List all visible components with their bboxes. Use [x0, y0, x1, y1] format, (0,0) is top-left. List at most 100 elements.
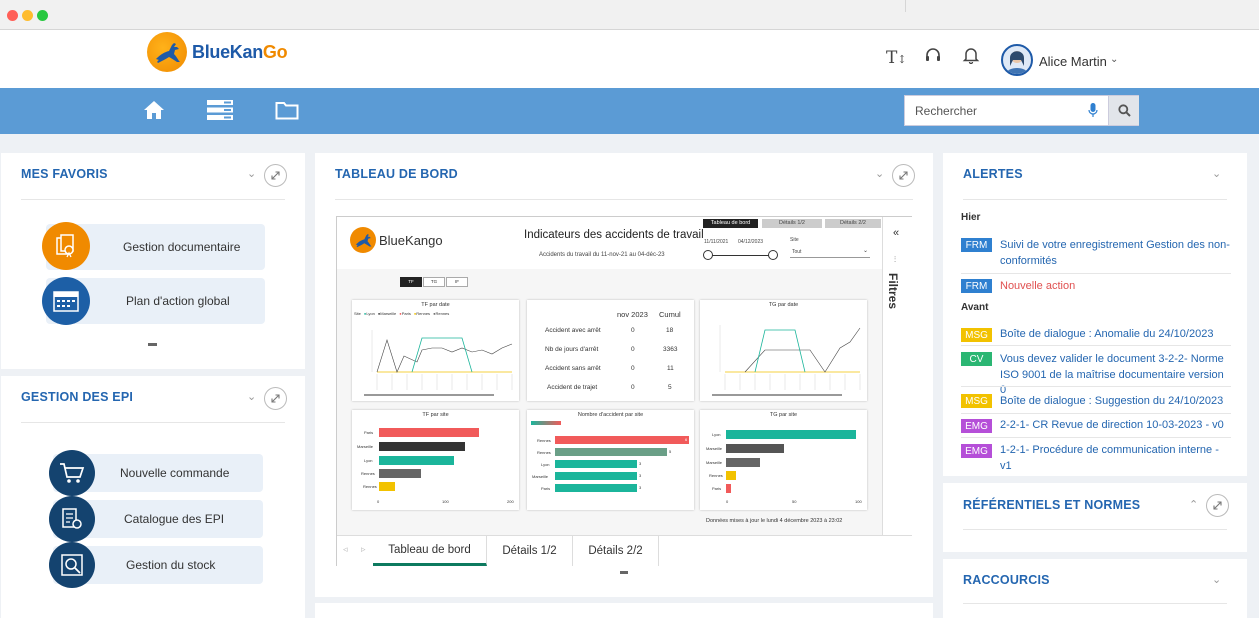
chevron-down-icon[interactable]: ⌄ [1110, 54, 1119, 65]
resize-handle[interactable] [148, 343, 157, 346]
mic-icon[interactable] [1088, 103, 1098, 123]
avatar[interactable] [1001, 44, 1033, 76]
search-input[interactable] [905, 96, 1075, 125]
expand-referentiels-button[interactable] [1206, 494, 1229, 517]
user-name[interactable]: Alice Martin [1039, 54, 1107, 69]
fav-label: Plan d'action global [126, 294, 230, 308]
bar-label: Rennes [709, 473, 723, 478]
alert-text[interactable]: Suivi de votre enregistrement Gestion de… [1000, 239, 1230, 267]
minimize-window-button[interactable] [22, 10, 33, 21]
collapse-tableau-icon[interactable]: ⌄ [875, 168, 885, 180]
toggle-if[interactable]: IF [446, 277, 468, 287]
referentiels-panel: RÉFÉRENTIELS ET NORMES ⌃ [943, 483, 1247, 552]
bar [379, 442, 465, 451]
expand-favoris-button[interactable] [264, 164, 287, 187]
epi-label: Gestion du stock [126, 558, 216, 572]
expand-epi-button[interactable] [264, 387, 287, 410]
date-slider-start[interactable] [703, 250, 713, 260]
bar [726, 444, 784, 453]
site-select[interactable]: Tout ⌄ [790, 247, 870, 258]
card-title: TF par date [421, 302, 450, 308]
kpi-row-v1: 0 [631, 384, 635, 391]
titlebar-divider [905, 0, 906, 12]
filters-pane[interactable]: « ⫶ Filtres [882, 217, 912, 535]
kpi-row-v2: 18 [666, 327, 674, 334]
close-window-button[interactable] [7, 10, 18, 21]
alert-text[interactable]: Boîte de dialogue : Suggestion du 24/10/… [1000, 395, 1224, 407]
color-scale [531, 421, 561, 425]
bar [555, 472, 637, 480]
dash-nav-details-1[interactable]: Détails 1/2 [762, 219, 822, 228]
bar-label: Rennes [537, 438, 551, 443]
calendar-icon[interactable] [42, 277, 90, 325]
next-page-icon[interactable]: ▹ [361, 544, 366, 554]
bar [726, 430, 856, 439]
kpi-card: nov 2023 Cumul Accident avec arrêt 0 18 … [527, 300, 694, 401]
bar-label: Lyon [712, 432, 721, 437]
alert-text[interactable]: 1-2-1- Procédure de communication intern… [1000, 444, 1219, 472]
dash-nav-tableau[interactable]: Tableau de bord [703, 219, 758, 228]
alert-text[interactable]: Vous devez valider le document 3-2-2- No… [1000, 353, 1224, 396]
kpi-row-label: Accident de trajet [547, 384, 598, 391]
card-title: TG par date [768, 302, 799, 308]
toggle-tf[interactable]: TF [400, 277, 422, 287]
bar [726, 484, 731, 493]
kpi-row-label: Accident sans arrêt [545, 365, 601, 372]
bell-icon[interactable] [962, 46, 980, 69]
legend-item-paris: ●Paris [399, 311, 411, 316]
collapse-favoris-icon[interactable]: ⌄ [247, 168, 257, 180]
alert-separator [961, 413, 1231, 414]
bar [555, 484, 637, 492]
search-button[interactable] [1108, 96, 1139, 125]
chevron-up-icon[interactable]: ⌃ [1189, 499, 1199, 511]
resize-handle[interactable] [620, 571, 628, 574]
legend-label: Site [354, 311, 361, 316]
update-note: Données mises à jour le lundi 4 décembre… [706, 518, 843, 524]
kpi-col2: Cumul [659, 310, 681, 319]
legend-item-lyon: ●Lyon [363, 311, 375, 316]
cart-icon[interactable] [49, 450, 95, 496]
collapse-raccourcis-icon[interactable]: ⌄ [1212, 574, 1222, 586]
alert-text[interactable]: Nouvelle action [1000, 280, 1076, 292]
kpi-row-v1: 0 [631, 346, 635, 353]
date-slider-end[interactable] [768, 250, 778, 260]
kpi-col1: nov 2023 [617, 310, 648, 319]
alert-text[interactable]: Boîte de dialogue : Anomalie du 24/10/20… [1000, 328, 1214, 340]
headset-icon[interactable] [924, 46, 942, 69]
documents-icon[interactable] [42, 222, 90, 270]
logo-text-orange: Go [262, 41, 288, 62]
tab-details-2[interactable]: Détails 2/2 [573, 536, 659, 566]
tf-par-date-card: TF par date Site ●Lyon ●Marseille ●Paris… [352, 300, 519, 401]
tab-tableau-de-bord[interactable]: Tableau de bord [373, 536, 487, 566]
maximize-window-button[interactable] [37, 10, 48, 21]
dash-nav-details-2[interactable]: Détails 2/2 [825, 219, 881, 228]
list-icon[interactable] [207, 99, 233, 126]
collapse-filters-icon[interactable]: « [893, 227, 900, 239]
tab-details-1[interactable]: Détails 1/2 [487, 536, 573, 566]
collapse-alertes-icon[interactable]: ⌄ [1212, 168, 1222, 180]
favoris-title: MES FAVORIS [21, 167, 108, 181]
expand-tableau-button[interactable] [892, 164, 915, 187]
home-icon[interactable] [143, 99, 165, 126]
expand-icon [1213, 501, 1222, 510]
alert-text[interactable]: 2-2-1- CR Revue de direction 10-03-2023 … [1000, 419, 1224, 431]
text-size-icon[interactable]: T↕ [886, 48, 907, 68]
collapse-epi-icon[interactable]: ⌄ [247, 391, 257, 403]
kpi-row-v1: 0 [631, 365, 635, 372]
bar [726, 458, 760, 467]
catalogue-icon[interactable] [49, 496, 95, 542]
tf-date-chart [364, 330, 513, 396]
kangaroo-logo-icon [147, 32, 187, 72]
prev-page-icon[interactable]: ◃ [343, 544, 348, 554]
folder-icon[interactable] [275, 100, 299, 125]
date-from: 11/11/2021 [704, 239, 729, 245]
date-slider-track[interactable] [708, 255, 774, 256]
chevron-down-icon: ⌄ [862, 248, 868, 254]
logo-text-blue: BlueKan [192, 41, 263, 62]
app-logo[interactable]: BlueKanGo [147, 32, 288, 72]
alert-separator [961, 386, 1231, 387]
toggle-tg[interactable]: TG [423, 277, 445, 287]
stock-icon[interactable] [49, 542, 95, 588]
fav-label: Gestion documentaire [123, 240, 241, 254]
app-logo-text: BlueKanGo [192, 41, 288, 63]
